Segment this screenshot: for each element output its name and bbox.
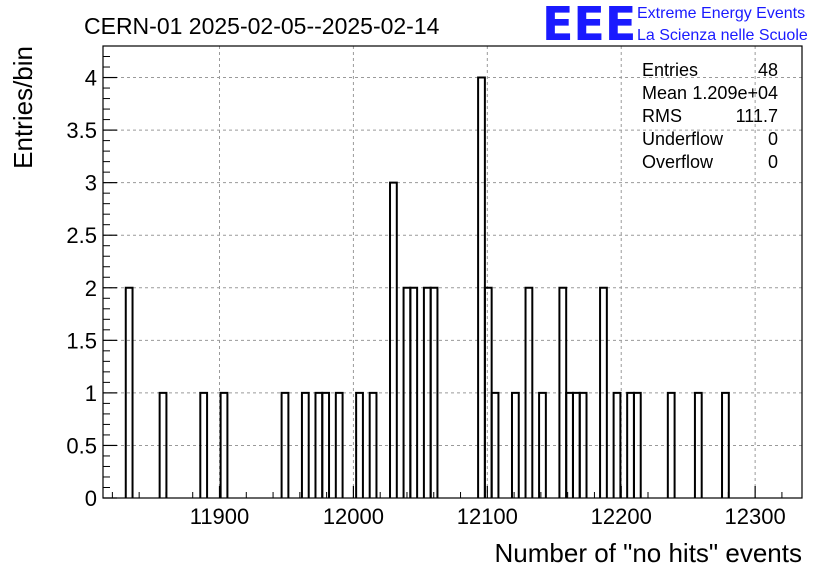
histogram-bin [124,286,134,498]
stats-rms-label: RMS [642,106,682,126]
histogram-bin [429,286,439,498]
logo-mark: EEE [542,0,636,51]
histogram-bin [368,391,378,498]
histogram-bin [524,286,534,498]
y-tick-label: 4 [85,66,97,91]
histogram-bin [300,391,310,498]
y-tick-label: 1.5 [66,328,97,353]
stats-entries-value: 48 [758,60,778,80]
histogram-bin [510,391,520,498]
histogram-bin [632,391,642,498]
stats-underflow-label: Underflow [642,129,724,149]
axes: 11900 12000 12100 12200 12300 0 0.5 1 1.5 2 2.5 3 3.… [66,56,786,529]
histogram-bars [124,76,730,498]
x-tick-label: 12000 [323,504,384,529]
y-tick-label: 3 [85,171,97,196]
stats-entries-label: Entries [642,60,698,80]
stats-overflow-label: Overflow [642,152,714,172]
x-tick-label: 11900 [190,504,250,529]
chart-title: CERN-01 2025-02-05--2025-02-14 [84,13,440,39]
y-tick-label: 2 [85,276,97,301]
histogram-bin [199,391,209,498]
stats-underflow-value: 0 [768,129,778,149]
histogram-bin [321,391,331,498]
histogram-bin [355,391,364,498]
y-tick-label: 1 [85,381,97,406]
histogram-bin [389,181,398,498]
eee-logo: EEE Extreme Energy Events La Scienza nel… [542,0,808,51]
histogram-bin [538,391,547,498]
histogram-bin [612,391,622,498]
histogram-bin [280,391,290,498]
histogram-bin [158,391,168,498]
x-tick-label: 12300 [725,504,786,529]
logo-line-2: La Scienza nelle Scuole [637,27,808,44]
histogram-bin [666,391,676,498]
stats-box: Entries 48 Mean 1.209e+04 RMS 111.7 Unde… [642,60,778,172]
x-tick-label: 12100 [457,504,518,529]
stats-mean-label: Mean [642,83,687,103]
histogram-bin [721,391,730,498]
histogram-bin [578,391,588,498]
histogram-bin [219,391,229,498]
stats-mean-value: 1.209e+04 [692,83,778,103]
x-tick-label: 12200 [591,504,652,529]
y-tick-label: 2.5 [66,223,97,248]
histogram-bin [334,391,344,498]
stats-overflow-value: 0 [768,152,778,172]
grid-lines [103,46,802,498]
histogram-bin [409,286,419,498]
y-tick-label: 0 [85,486,97,511]
histogram-bin [599,286,608,498]
stats-rms-value: 111.7 [736,106,778,126]
y-axis-title: Entries/bin [8,46,38,169]
plot-frame [102,45,803,499]
x-axis-title: Number of "no hits" events [495,538,803,568]
histogram-bin [490,391,500,498]
y-tick-label: 3.5 [66,118,97,143]
y-tick-label: 0.5 [66,433,97,458]
histogram-bin [693,391,703,498]
logo-line-1: Extreme Energy Events [637,5,805,22]
